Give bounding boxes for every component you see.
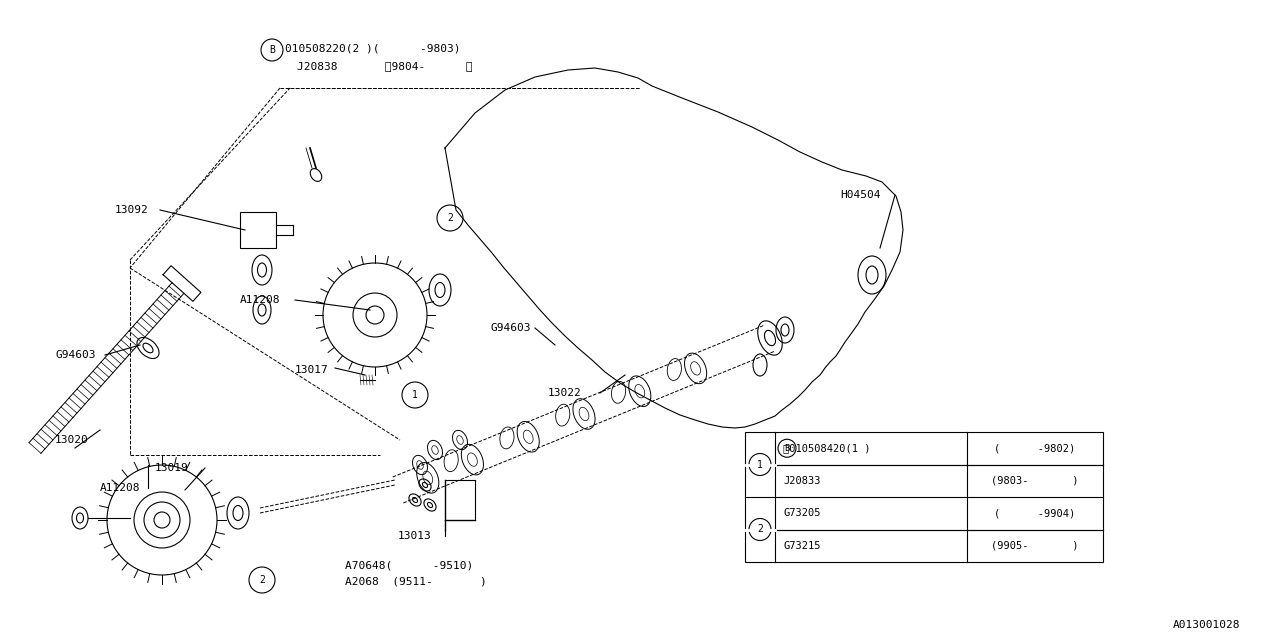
Text: 1: 1 xyxy=(756,460,763,470)
Text: 2: 2 xyxy=(259,575,265,585)
Text: (      -9802): ( -9802) xyxy=(995,444,1075,453)
Text: 13092: 13092 xyxy=(115,205,148,215)
Text: (      -9904): ( -9904) xyxy=(995,508,1075,518)
Text: G94603: G94603 xyxy=(55,350,96,360)
Text: 2: 2 xyxy=(756,525,763,534)
Text: 13022: 13022 xyxy=(548,388,581,398)
Text: A70648(      -9510): A70648( -9510) xyxy=(346,560,474,570)
Text: J20833: J20833 xyxy=(783,476,820,486)
Text: A2068  (9511-       ): A2068 (9511- ) xyxy=(346,577,486,587)
Text: 13019: 13019 xyxy=(155,463,188,473)
Bar xyxy=(745,432,1103,562)
Text: (9803-       ): (9803- ) xyxy=(991,476,1079,486)
Text: 010508220(2 )(      -9803): 010508220(2 )( -9803) xyxy=(285,43,461,53)
Text: A11208: A11208 xyxy=(100,483,141,493)
Text: J20838       〈9804-      〉: J20838 〈9804- 〉 xyxy=(297,61,472,71)
Text: G73215: G73215 xyxy=(783,541,820,551)
Text: 1: 1 xyxy=(412,390,419,400)
Text: G73205: G73205 xyxy=(783,508,820,518)
Text: G94603: G94603 xyxy=(490,323,530,333)
Text: 13017: 13017 xyxy=(294,365,329,375)
Text: A013001028: A013001028 xyxy=(1172,620,1240,630)
Text: H04504: H04504 xyxy=(840,190,881,200)
Text: (9905-       ): (9905- ) xyxy=(991,541,1079,551)
Text: Ⓑ010508420(1 ): Ⓑ010508420(1 ) xyxy=(783,444,870,453)
Text: B: B xyxy=(269,45,275,55)
Text: 2: 2 xyxy=(447,213,453,223)
Text: 13020: 13020 xyxy=(55,435,88,445)
Text: B: B xyxy=(785,444,790,452)
Text: A11208: A11208 xyxy=(241,295,280,305)
Text: 13013: 13013 xyxy=(398,531,431,541)
